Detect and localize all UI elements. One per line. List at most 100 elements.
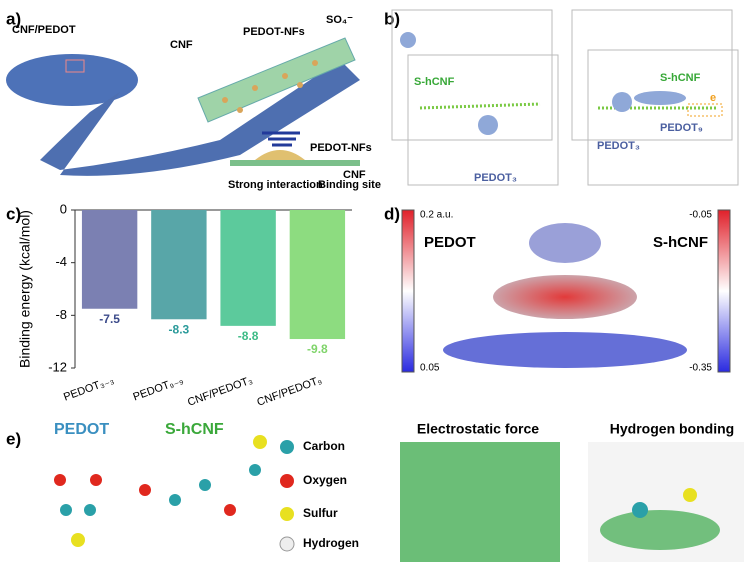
atom: [253, 435, 267, 449]
esp-surface: [529, 223, 601, 263]
atom: [683, 488, 697, 502]
legend-swatch: [280, 440, 294, 454]
y-tick-label: 0: [60, 201, 67, 216]
bar: [81, 210, 138, 309]
atom: [71, 533, 85, 547]
x-tick-label: CNF/PEDOT₃: [186, 374, 254, 409]
dots: [222, 60, 318, 113]
label: S-hCNF: [414, 76, 455, 88]
dot: [282, 73, 288, 79]
label: Binding site: [318, 179, 381, 191]
panel-label: d): [384, 204, 400, 223]
shcnf-model: [139, 435, 267, 516]
bar: [151, 210, 207, 320]
colorbar: [717, 209, 731, 373]
label: Strong interaction: [228, 179, 323, 191]
panel-title: Electrostatic force: [417, 421, 539, 437]
value-label: -8.3: [169, 322, 190, 336]
molecule-title: S-hCNF: [165, 421, 224, 438]
y-tick-label: -12: [48, 359, 67, 374]
dot: [312, 60, 318, 66]
inset-cnf: [230, 160, 360, 166]
box-edge: [571, 9, 733, 141]
atom: [90, 474, 102, 486]
bar: [220, 210, 276, 326]
atom: [169, 494, 181, 506]
zoom-box: [65, 59, 85, 73]
chain: [419, 102, 541, 110]
legend-label: Hydrogen: [303, 536, 359, 550]
box-left: [391, 9, 559, 186]
atom: [84, 504, 96, 516]
y-axis-title: Binding energy (kcal/mol): [17, 210, 33, 368]
label: PEDOT₉: [660, 122, 703, 134]
box-right: [571, 9, 739, 186]
panel-label: a): [6, 9, 21, 28]
atom: [54, 474, 66, 486]
cluster: [612, 92, 632, 112]
esp-surface: [443, 332, 687, 368]
label: CNF: [343, 169, 366, 181]
bar-chart: Binding energy (kcal/mol) 0 -4 -8 -12PEDOT₃…: [17, 201, 352, 409]
colorbar-label: -0.05: [689, 210, 712, 221]
atom: [249, 464, 261, 476]
x-tick-label: CNF/PEDOT₉: [255, 374, 323, 409]
box-edge: [587, 49, 739, 186]
legend-label: Oxygen: [303, 473, 347, 487]
label: CNF: [170, 39, 193, 51]
y-tick-label: -8: [55, 307, 67, 322]
legend-label: Carbon: [303, 439, 345, 453]
atom: [60, 504, 72, 516]
dot: [252, 85, 258, 91]
colorbar-label: 0.2 a.u.: [420, 210, 453, 221]
cluster: [634, 91, 686, 105]
box-edge: [407, 54, 559, 186]
value-label: -7.5: [99, 312, 120, 326]
label: PEDOT₃: [474, 172, 517, 184]
bar: [289, 210, 346, 340]
label: PEDOT-NFs: [243, 26, 305, 38]
colorbar-title: S-hCNF: [653, 234, 708, 251]
value-label: -8.8: [238, 329, 259, 343]
inset-site: [255, 150, 305, 160]
x-tick-label: PEDOT₃₋₃: [62, 374, 116, 403]
dot: [237, 107, 243, 113]
pedot-model: [54, 474, 102, 547]
legend-swatch: [280, 474, 294, 488]
cluster: [478, 115, 498, 135]
colorbar-label: -0.35: [689, 363, 712, 374]
atom: [199, 479, 211, 491]
colorbar-title: PEDOT: [424, 234, 476, 251]
legend-swatch: [279, 536, 295, 552]
label: e: [710, 92, 716, 104]
y-tick-label: -4: [55, 254, 67, 269]
colorbar-label: 0.05: [420, 363, 440, 374]
interaction-render: [400, 442, 560, 562]
panel-label: e): [6, 429, 21, 448]
cluster: [400, 32, 416, 48]
label: SO₄⁻: [326, 14, 353, 26]
legend-swatch: [280, 507, 294, 521]
highlight: [687, 103, 723, 117]
panel-label: c): [6, 204, 21, 223]
value-label: -9.8: [307, 342, 328, 356]
molecule-title: PEDOT: [54, 421, 109, 438]
atom: [139, 484, 151, 496]
isosurface: [600, 510, 720, 550]
legend-label: Sulfur: [303, 506, 338, 520]
dot: [297, 82, 303, 88]
esp-surface: [493, 275, 637, 319]
box-edge: [391, 9, 553, 141]
x-tick-label: PEDOT₉₋₉: [132, 374, 185, 403]
panel-title: Hydrogen bonding: [610, 421, 734, 437]
dot: [222, 97, 228, 103]
fiber-network: [6, 54, 138, 106]
atom: [632, 502, 648, 518]
label: PEDOT-NFs: [310, 142, 372, 154]
pedot-nf-rod: [197, 37, 356, 123]
label: CNF/PEDOT: [12, 24, 76, 36]
label: S-hCNF: [660, 72, 701, 84]
label: PEDOT₃: [597, 140, 640, 152]
colorbar: [401, 209, 415, 373]
